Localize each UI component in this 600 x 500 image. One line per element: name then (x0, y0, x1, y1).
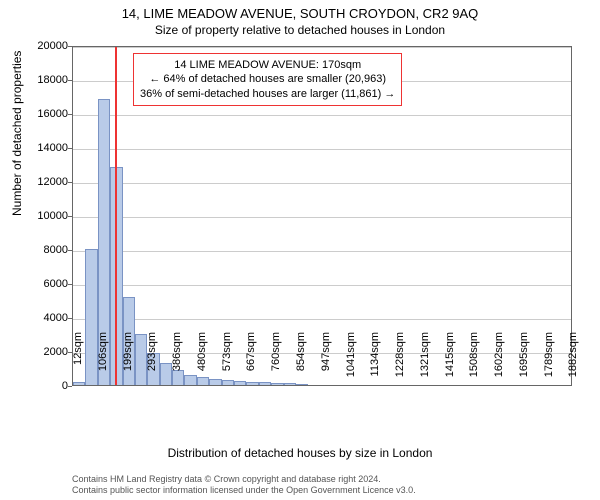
xtick-label: 573sqm (221, 332, 233, 392)
xtick-label: 1695sqm (518, 332, 530, 392)
xtick-label: 667sqm (245, 332, 257, 392)
histogram-bar (209, 379, 221, 385)
ytick-label: 8000 (18, 244, 68, 256)
histogram-bar (85, 249, 97, 385)
xtick-label: 947sqm (320, 332, 332, 392)
xtick-label: 1415sqm (444, 332, 456, 392)
ytick-label: 6000 (18, 278, 68, 290)
ytick-label: 0 (18, 380, 68, 392)
ytick-label: 16000 (18, 108, 68, 120)
license-text: Contains HM Land Registry data © Crown c… (72, 474, 416, 496)
ytick-label: 20000 (18, 40, 68, 52)
xtick-label: 760sqm (270, 332, 282, 392)
license-line1: Contains HM Land Registry data © Crown c… (72, 474, 416, 485)
xtick-label: 1602sqm (493, 332, 505, 392)
xtick-label: 106sqm (97, 332, 109, 392)
xtick-label: 480sqm (196, 332, 208, 392)
xtick-label: 1882sqm (567, 332, 579, 392)
xtick-label: 293sqm (146, 332, 158, 392)
ytick-label: 14000 (18, 142, 68, 154)
xtick-label: 12sqm (72, 332, 84, 392)
chart-title: 14, LIME MEADOW AVENUE, SOUTH CROYDON, C… (0, 0, 600, 21)
ytick-label: 12000 (18, 176, 68, 188)
xtick-label: 854sqm (295, 332, 307, 392)
chart-subtitle: Size of property relative to detached ho… (0, 21, 600, 37)
xtick-label: 1321sqm (419, 332, 431, 392)
xtick-label: 1789sqm (543, 332, 555, 392)
license-line2: Contains public sector information licen… (72, 485, 416, 496)
x-axis-label: Distribution of detached houses by size … (0, 446, 600, 460)
ytick-label: 2000 (18, 346, 68, 358)
xtick-label: 199sqm (122, 332, 134, 392)
xtick-label: 1041sqm (345, 332, 357, 392)
xtick-label: 1228sqm (394, 332, 406, 392)
annotation-line2: ← 64% of detached houses are smaller (20… (140, 72, 395, 86)
xtick-label: 386sqm (171, 332, 183, 392)
ytick-label: 10000 (18, 210, 68, 222)
ytick-label: 18000 (18, 74, 68, 86)
annotation-line3: 36% of semi-detached houses are larger (… (140, 87, 395, 101)
annotation-box: 14 LIME MEADOW AVENUE: 170sqm ← 64% of d… (133, 53, 402, 106)
xtick-label: 1134sqm (369, 332, 381, 392)
annotation-line1: 14 LIME MEADOW AVENUE: 170sqm (140, 58, 395, 72)
property-marker-line (115, 47, 117, 385)
xtick-label: 1508sqm (468, 332, 480, 392)
ytick-label: 4000 (18, 312, 68, 324)
